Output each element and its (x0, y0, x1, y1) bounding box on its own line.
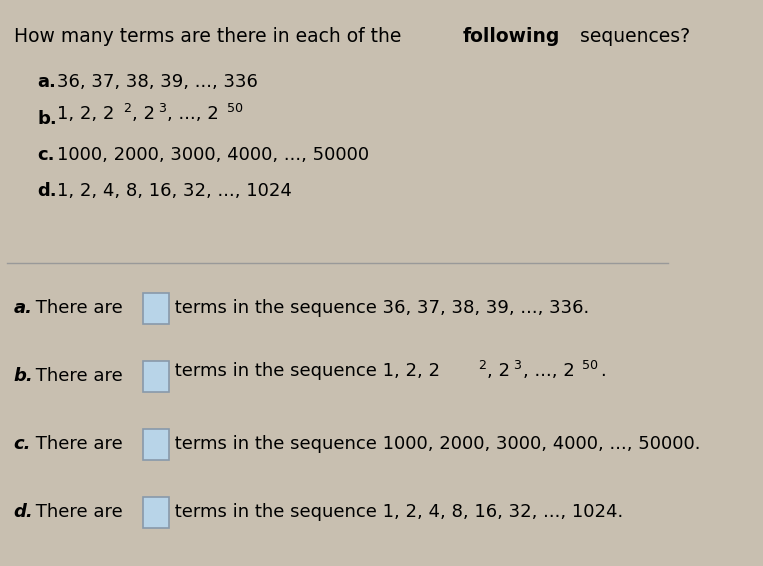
Text: c.: c. (37, 146, 55, 164)
Text: 1, 2, 2: 1, 2, 2 (57, 105, 114, 123)
Text: There are: There are (31, 435, 129, 453)
FancyBboxPatch shape (143, 429, 169, 460)
Text: a.: a. (37, 73, 56, 91)
Text: 1, 2, 4, 8, 16, 32, ..., 1024: 1, 2, 4, 8, 16, 32, ..., 1024 (57, 182, 292, 200)
Text: b.: b. (14, 367, 34, 385)
Text: 2: 2 (123, 101, 131, 114)
Text: terms in the sequence 1, 2, 4, 8, 16, 32, ..., 1024.: terms in the sequence 1, 2, 4, 8, 16, 32… (169, 503, 623, 521)
Text: , 2: , 2 (132, 105, 155, 123)
Text: 36, 37, 38, 39, ..., 336: 36, 37, 38, 39, ..., 336 (57, 73, 258, 91)
Text: There are: There are (31, 299, 129, 318)
Text: , ..., 2: , ..., 2 (167, 105, 219, 123)
Text: , ..., 2: , ..., 2 (523, 362, 575, 380)
Text: d.: d. (37, 182, 56, 200)
Text: 3: 3 (513, 359, 521, 372)
Text: a.: a. (14, 299, 33, 318)
Text: terms in the sequence 1000, 2000, 3000, 4000, ..., 50000.: terms in the sequence 1000, 2000, 3000, … (169, 435, 700, 453)
Text: sequences?: sequences? (574, 27, 690, 46)
Text: 1000, 2000, 3000, 4000, ..., 50000: 1000, 2000, 3000, 4000, ..., 50000 (57, 146, 369, 164)
Text: There are: There are (31, 503, 129, 521)
Text: c.: c. (14, 435, 31, 453)
FancyBboxPatch shape (143, 293, 169, 324)
Text: 2: 2 (478, 359, 486, 372)
Text: How many terms are there in each of the: How many terms are there in each of the (14, 27, 407, 46)
Text: 50: 50 (581, 359, 597, 372)
Text: , 2: , 2 (487, 362, 510, 380)
FancyBboxPatch shape (143, 497, 169, 528)
Text: b.: b. (37, 110, 57, 128)
FancyBboxPatch shape (143, 361, 169, 392)
Text: 3: 3 (158, 101, 166, 114)
Text: terms in the sequence 36, 37, 38, 39, ..., 336.: terms in the sequence 36, 37, 38, 39, ..… (169, 299, 589, 318)
Text: d.: d. (14, 503, 34, 521)
Text: There are: There are (31, 367, 129, 385)
Text: terms in the sequence 1, 2, 2: terms in the sequence 1, 2, 2 (169, 362, 439, 380)
Text: following: following (462, 27, 560, 46)
Text: 50: 50 (227, 101, 243, 114)
Text: .: . (600, 362, 606, 380)
